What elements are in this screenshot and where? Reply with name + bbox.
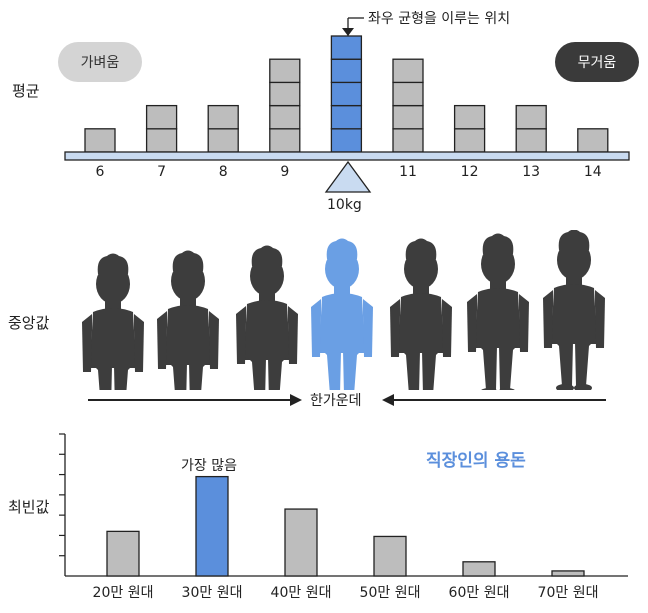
person-figure: [390, 238, 452, 390]
category-label: 20만 원대: [92, 585, 154, 601]
stack-block: [453, 128, 486, 153]
bar-50만 원대: [373, 535, 407, 577]
stack-block: [392, 104, 424, 130]
bar-70만 원대: [551, 570, 585, 577]
heavy-label-pill: 무거움: [555, 42, 639, 82]
balance-tick-label: 6: [95, 164, 105, 180]
stack-block: [515, 128, 547, 153]
balance-tick-label: 13: [522, 164, 541, 180]
balance-pointer-arrowhead: [342, 28, 354, 36]
stack-block: [330, 35, 363, 60]
stack-block: [392, 81, 424, 107]
right-arrow-head: [382, 394, 394, 406]
fulcrum-triangle: [324, 160, 372, 193]
balance-tick-label: 11: [399, 164, 417, 180]
balance-tick-label: 7: [157, 164, 167, 180]
balance-tick-label: 12: [460, 164, 479, 180]
stack-block: [330, 81, 363, 107]
bar-60만 원대: [462, 561, 496, 577]
balance-diagram: [64, 17, 630, 193]
mode-row-label: 최빈값: [8, 498, 50, 516]
stack-block: [269, 58, 301, 84]
stack-block: [207, 128, 239, 153]
light-label-pill: 가벼움: [58, 42, 142, 82]
stack-block: [330, 128, 363, 153]
bar-40만 원대: [284, 508, 318, 577]
category-label: 70만 원대: [537, 585, 599, 601]
people-row: [82, 230, 605, 390]
stack-block: [392, 128, 424, 153]
category-label: 60만 원대: [448, 585, 510, 601]
person-figure: [157, 250, 219, 390]
left-arrow-head: [290, 394, 302, 406]
bar-20만 원대: [106, 530, 140, 577]
category-label: 30만 원대: [181, 585, 243, 601]
stack-block: [269, 81, 301, 107]
stack-block: [577, 128, 609, 153]
mode-bar-chart: [59, 433, 628, 577]
balance-note: 좌우 균형을 이루는 위치: [368, 11, 511, 27]
mean-row-label: 평균: [12, 82, 40, 100]
person-figure: [82, 253, 144, 390]
median-row-label: 중앙값: [8, 314, 50, 332]
center-arrows: [88, 394, 606, 406]
person-figure: [543, 230, 605, 390]
stack-block: [392, 58, 424, 84]
stack-block: [145, 128, 178, 153]
bar-30만 원대: [195, 475, 229, 577]
center-label: 한가운데: [310, 393, 362, 409]
person-figure: [236, 245, 298, 390]
stack-block: [269, 104, 301, 130]
peak-annotation: 가장 많음: [181, 458, 237, 474]
stack-block: [330, 104, 363, 130]
stack-block: [84, 128, 116, 153]
balance-tick-label: 14: [583, 164, 602, 180]
fulcrum-label: 10kg: [327, 197, 362, 213]
balance-tick-label: 8: [218, 164, 228, 180]
stack-block: [269, 128, 301, 153]
stack-block: [453, 104, 486, 130]
balance-beam: [64, 151, 630, 161]
stack-block: [330, 58, 363, 84]
person-figure: [467, 233, 529, 390]
stack-block: [145, 104, 178, 130]
category-label: 50만 원대: [359, 585, 421, 601]
category-label: 40만 원대: [270, 585, 332, 601]
median-person-figure: [311, 238, 373, 390]
chart-title: 직장인의 용돈: [426, 451, 526, 471]
stack-block: [515, 104, 547, 130]
stack-block: [207, 104, 239, 130]
balance-tick-label: 9: [280, 164, 290, 180]
